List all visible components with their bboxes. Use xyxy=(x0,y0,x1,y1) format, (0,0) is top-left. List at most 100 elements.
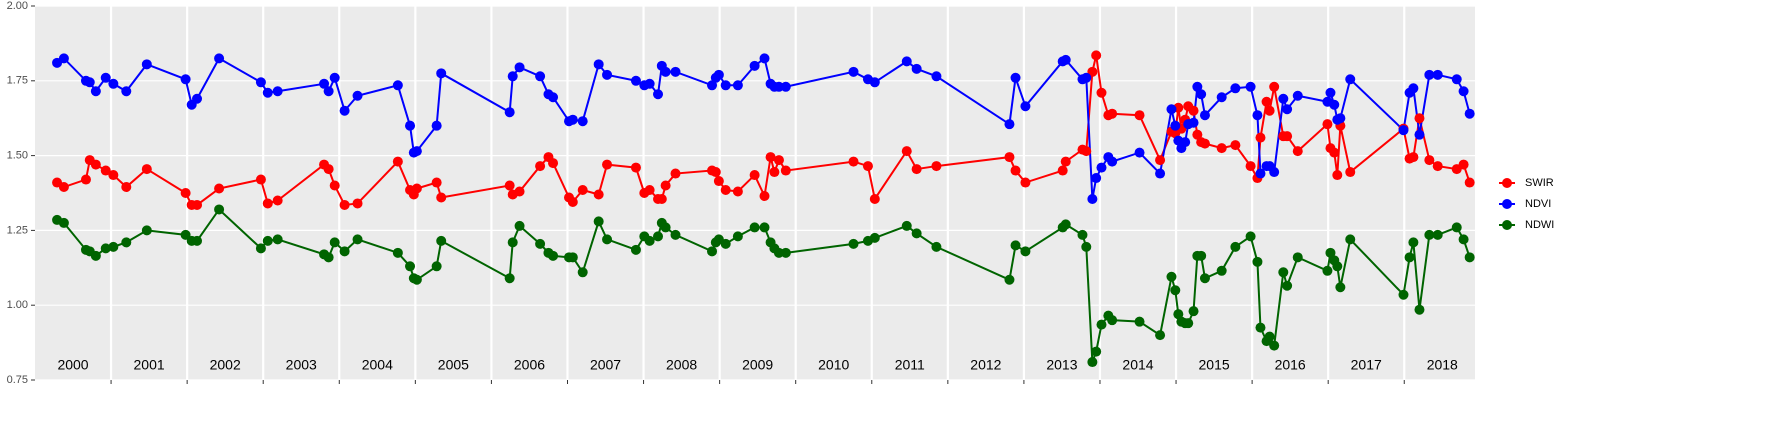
point xyxy=(1282,104,1293,115)
year-label: 2016 xyxy=(1275,357,1306,373)
point xyxy=(1196,89,1207,100)
point xyxy=(1282,131,1293,142)
point xyxy=(319,78,330,89)
point xyxy=(1230,140,1241,151)
point xyxy=(1091,50,1102,61)
point xyxy=(773,155,784,166)
point xyxy=(773,247,784,258)
point xyxy=(507,71,518,82)
point xyxy=(141,225,152,236)
point xyxy=(602,234,613,245)
point xyxy=(431,120,442,131)
point xyxy=(567,196,578,207)
point xyxy=(577,185,588,196)
point xyxy=(780,247,791,258)
point xyxy=(141,164,152,175)
point xyxy=(1060,54,1071,65)
point xyxy=(411,274,422,285)
point xyxy=(1188,306,1199,317)
point xyxy=(1060,156,1071,167)
point xyxy=(504,180,515,191)
point xyxy=(411,183,422,194)
point xyxy=(1269,81,1280,92)
point xyxy=(1192,129,1203,140)
point xyxy=(214,204,225,215)
point xyxy=(90,250,101,261)
legend-swatch xyxy=(1502,178,1512,188)
point xyxy=(1020,177,1031,188)
point xyxy=(58,217,69,228)
point xyxy=(602,69,613,80)
point xyxy=(1166,271,1177,282)
point xyxy=(1345,74,1356,85)
point xyxy=(1398,289,1409,300)
y-tick-label: 1.00 xyxy=(7,299,28,311)
legend-swatch xyxy=(1502,199,1512,209)
point xyxy=(514,220,525,231)
point xyxy=(548,158,559,169)
point xyxy=(773,81,784,92)
point xyxy=(323,86,334,97)
point xyxy=(710,167,721,178)
point xyxy=(1020,101,1031,112)
point xyxy=(1408,152,1419,163)
point xyxy=(1230,83,1241,94)
point xyxy=(567,114,578,125)
point xyxy=(108,170,119,181)
point xyxy=(405,261,416,272)
point xyxy=(567,252,578,263)
point xyxy=(1325,87,1336,98)
point xyxy=(1332,170,1343,181)
point xyxy=(431,261,442,272)
point xyxy=(255,77,266,88)
point xyxy=(1155,330,1166,341)
point xyxy=(272,195,283,206)
point xyxy=(630,75,641,86)
point xyxy=(644,235,655,246)
point xyxy=(1196,250,1207,261)
point xyxy=(1278,93,1289,104)
point xyxy=(1170,285,1181,296)
point xyxy=(1269,340,1280,351)
legend-swatch xyxy=(1502,220,1512,230)
point xyxy=(323,252,334,263)
point xyxy=(759,222,770,233)
point xyxy=(262,87,273,98)
point xyxy=(1188,105,1199,116)
y-tick-label: 1.50 xyxy=(7,150,28,162)
point xyxy=(1216,143,1227,154)
point xyxy=(848,238,859,249)
point xyxy=(1269,167,1280,178)
point xyxy=(1424,155,1435,166)
point xyxy=(1087,357,1098,368)
point xyxy=(656,193,667,204)
point xyxy=(660,222,671,233)
point xyxy=(108,241,119,252)
point xyxy=(644,185,655,196)
point xyxy=(339,246,350,257)
point xyxy=(630,244,641,255)
point xyxy=(535,161,546,172)
point xyxy=(931,161,942,172)
point xyxy=(780,81,791,92)
point xyxy=(1414,129,1425,140)
year-label: 2011 xyxy=(895,357,925,373)
point xyxy=(214,53,225,64)
point xyxy=(339,199,350,210)
point xyxy=(1010,240,1021,251)
point xyxy=(339,105,350,116)
year-label: 2001 xyxy=(134,357,165,373)
year-label: 2009 xyxy=(742,357,773,373)
point xyxy=(180,74,191,85)
point xyxy=(1292,90,1303,101)
point xyxy=(1424,229,1435,240)
point xyxy=(1010,165,1021,176)
point xyxy=(713,176,724,187)
point xyxy=(1252,110,1263,121)
point xyxy=(436,68,447,79)
point xyxy=(1329,99,1340,110)
point xyxy=(1107,108,1118,119)
year-label: 2005 xyxy=(438,357,469,373)
point xyxy=(1155,168,1166,179)
